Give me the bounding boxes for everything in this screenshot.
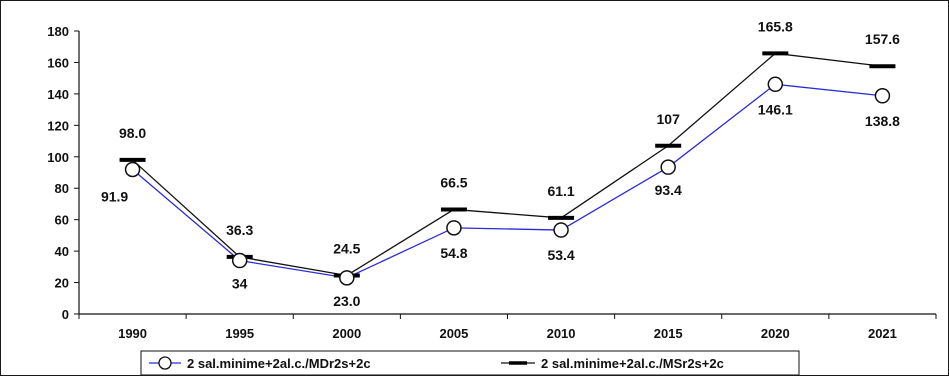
data-label-msr2s: 107: [657, 111, 681, 127]
series-marker-circle: [767, 76, 784, 93]
x-tick-label: 2020: [761, 326, 790, 341]
x-tick-label: 2005: [439, 326, 468, 341]
series-line-msr2s: [132, 52, 883, 277]
x-tick-label: 1995: [225, 326, 254, 341]
y-tick-label: 40: [55, 244, 69, 259]
data-label-mdr2s: 146.1: [758, 101, 793, 117]
data-label-mdr2s: 34: [232, 276, 248, 292]
data-label-msr2s: 61.1: [547, 183, 574, 199]
series-marker-circle: [660, 159, 676, 175]
data-label-mdr2s: 91.9: [101, 189, 128, 205]
y-tick-label: 140: [47, 87, 69, 102]
x-tick-label: 2015: [654, 326, 683, 341]
data-label-msr2s: 165.8: [758, 18, 793, 34]
y-tick-label: 120: [47, 118, 69, 133]
series-lines: [132, 52, 883, 279]
x-tick-label: 2010: [547, 326, 576, 341]
legend: 2 sal.minime+2al.c./MDr2s+2c 2 sal.minime…: [140, 350, 800, 375]
y-tick-label: 180: [47, 24, 69, 39]
axes: [74, 30, 937, 319]
data-label-msr2s: 66.5: [440, 174, 467, 190]
series-marker-circle: [339, 270, 355, 286]
data-label-msr2s: 24.5: [333, 240, 360, 256]
series-markers: [119, 51, 896, 286]
y-tick-label: 20: [55, 276, 69, 291]
x-tick-label: 2000: [332, 326, 361, 341]
data-label-msr2s: 36.3: [226, 222, 253, 238]
series-line-mdr2s: [132, 83, 883, 279]
series-marker-circle: [874, 88, 891, 104]
series-marker-circle: [231, 252, 248, 269]
series-marker-circle: [124, 161, 141, 178]
y-tick-label: 0: [62, 307, 69, 322]
y-tick-label: 60: [55, 213, 69, 228]
legend-label-mdr2s: 2 sal.minime+2al.c./MDr2s+2c: [187, 356, 371, 371]
data-label-mdr2s: 23.0: [333, 293, 360, 309]
y-tick-label: 160: [47, 55, 69, 70]
data-label-mdr2s: 53.4: [547, 247, 574, 263]
y-tick-label: 100: [47, 150, 69, 165]
data-label-msr2s: 157.6: [865, 31, 900, 47]
y-tick-label: 80: [55, 181, 69, 196]
data-label-mdr2s: 138.8: [865, 113, 900, 129]
data-label-mdr2s: 54.8: [440, 245, 467, 261]
series-marker-circle: [553, 222, 569, 238]
data-label-mdr2s: 93.4: [655, 182, 682, 198]
legend-box: [140, 350, 800, 375]
tick-labels: 0 20 40 60 80 100 120 140 160 180 1990 1995 2000 2005…: [47, 24, 897, 341]
legend-label-msr2s: 2 sal.minime+2al.c./MSr2s+2c: [541, 356, 724, 371]
x-tick-label: 2021: [868, 326, 897, 341]
x-tick-label: 1990: [118, 326, 147, 341]
legend-marker-circle: [158, 356, 172, 370]
data-labels: 98.0 36.3 24.5 66.5 61.1 107 165.8 157.6 91.9 34 2…: [101, 18, 900, 309]
data-label-msr2s: 98.0: [119, 125, 146, 141]
series-marker-circle: [446, 220, 462, 236]
